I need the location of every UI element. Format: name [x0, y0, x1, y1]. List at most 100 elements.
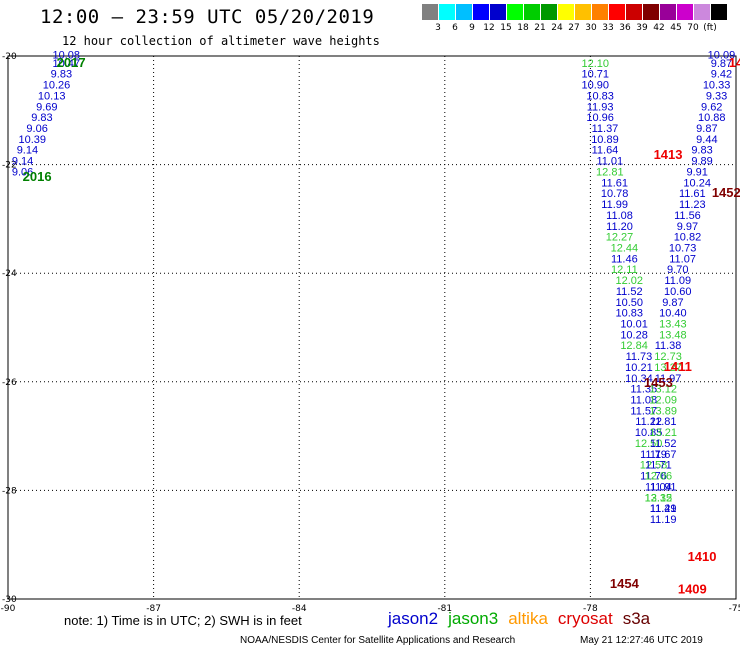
data-label: 11.07: [669, 253, 696, 265]
data-label: 10.88: [698, 112, 726, 124]
legend-swatch: [473, 4, 489, 20]
pass-label: 1410: [688, 549, 717, 564]
pass-label: 2017: [57, 55, 86, 70]
data-label: 13.27: [654, 362, 682, 374]
data-label: 9.83: [31, 112, 52, 124]
data-label: 9.62: [701, 101, 722, 113]
data-label: 11.61: [601, 177, 628, 189]
x-tick-label: -75: [729, 604, 740, 614]
data-label: 13.89: [649, 405, 677, 417]
legend-label: 33: [602, 23, 614, 33]
data-label: 10.78: [601, 188, 629, 200]
y-tick-label: -20: [2, 52, 17, 62]
data-label: 9.69: [36, 101, 57, 113]
data-label: 10.85: [635, 427, 663, 439]
data-label: 10.96: [586, 112, 614, 124]
data-label: 9.14: [17, 145, 38, 157]
pass-label: 1453: [644, 375, 673, 390]
pass-label: 1454: [610, 576, 640, 591]
data-label: 10.50: [615, 297, 643, 309]
data-label: 9.33: [706, 90, 727, 102]
data-label: 10.24: [683, 177, 711, 189]
legend-swatch: [439, 4, 455, 20]
data-label: 9.70: [667, 264, 688, 276]
legend-label: 30: [585, 23, 597, 33]
legend-swatch: [643, 4, 659, 20]
data-label: 10.82: [674, 232, 702, 244]
data-label: 11.23: [679, 199, 706, 211]
data-label: 11.97: [655, 373, 682, 385]
data-label: 9.87: [696, 123, 717, 135]
page-subtitle: 12 hour collection of altimeter wave hei…: [62, 34, 380, 48]
pass-label: 2016: [23, 169, 52, 184]
data-label: 11.01: [596, 156, 623, 168]
data-label: 11.93: [587, 101, 614, 113]
data-label: 12.09: [649, 395, 677, 407]
x-tick-label: -84: [292, 604, 307, 614]
legend-label: 42: [653, 23, 665, 33]
data-label: 10.08: [52, 50, 80, 62]
data-label: 11.57: [630, 405, 657, 417]
legend-swatch: [575, 4, 591, 20]
legend-label: 39: [636, 23, 648, 33]
data-label: 12.06: [645, 471, 673, 483]
satellite-legend: jason2 jason3 altika cryosat s3a: [388, 609, 660, 629]
data-label: 11.61: [679, 188, 706, 200]
legend-swatch: [677, 4, 693, 20]
pass-label: 1409: [678, 582, 707, 597]
satellite-name-altika: altika: [508, 609, 548, 628]
legend-swatch: [609, 4, 625, 20]
data-label: 9.06: [26, 123, 47, 135]
data-label: 13.12: [649, 384, 677, 396]
data-label: 11.52: [616, 286, 643, 298]
data-label: 9.87: [711, 58, 732, 70]
data-label: 11.91: [650, 481, 677, 493]
data-label: 10.13: [38, 90, 66, 102]
pass-label: 1411: [664, 359, 692, 374]
data-label: 11.81: [650, 416, 677, 428]
data-label: 11.46: [611, 253, 638, 265]
legend-swatch: [456, 4, 472, 20]
data-label: 12.10: [581, 58, 609, 70]
legend-swatch: [541, 4, 557, 20]
data-label: 11.56: [674, 210, 701, 222]
data-label: 10.21: [625, 362, 653, 374]
data-label: 12.50: [635, 438, 663, 450]
legend-label: 6: [452, 23, 458, 33]
legend-swatch: [660, 4, 676, 20]
pass-label: 1452: [712, 185, 740, 200]
data-label: 11.49: [650, 503, 677, 515]
y-tick-label: -26: [2, 378, 17, 388]
data-label: 11.35: [630, 384, 657, 396]
data-label: 11.37: [592, 123, 619, 135]
legend-swatch: [592, 4, 608, 20]
legend-label: 45: [670, 23, 682, 33]
data-label: 11.04: [645, 481, 672, 493]
data-label: 12.81: [596, 166, 624, 178]
data-label: 11.08: [606, 210, 633, 222]
legend-label: 36: [619, 23, 631, 33]
legend-label: 15: [500, 23, 512, 33]
data-label: 11.99: [601, 199, 628, 211]
data-label: 11.76: [640, 471, 667, 483]
data-label: 11.64: [592, 145, 619, 157]
data-label: 12.11: [611, 264, 638, 276]
data-label: 11.52: [650, 438, 677, 450]
data-label: 9.89: [691, 156, 712, 168]
data-label: 10.39: [19, 134, 47, 146]
legend-swatch: [490, 4, 506, 20]
x-tick-label: -87: [146, 604, 161, 614]
data-label: 11.08: [630, 395, 657, 407]
satellite-name-s3a: s3a: [622, 609, 651, 628]
data-label: 9.83: [691, 145, 712, 157]
data-label: 11.79: [640, 449, 667, 461]
y-tick-label: -24: [2, 269, 17, 279]
data-label: 12.58: [640, 460, 668, 472]
data-label: 11.73: [626, 351, 653, 363]
data-label: 13.12: [645, 492, 673, 504]
data-label: 12.27: [606, 232, 634, 244]
data-label: 9.44: [696, 134, 717, 146]
legend-label: 3: [435, 23, 441, 33]
legend-swatch: [711, 4, 727, 20]
